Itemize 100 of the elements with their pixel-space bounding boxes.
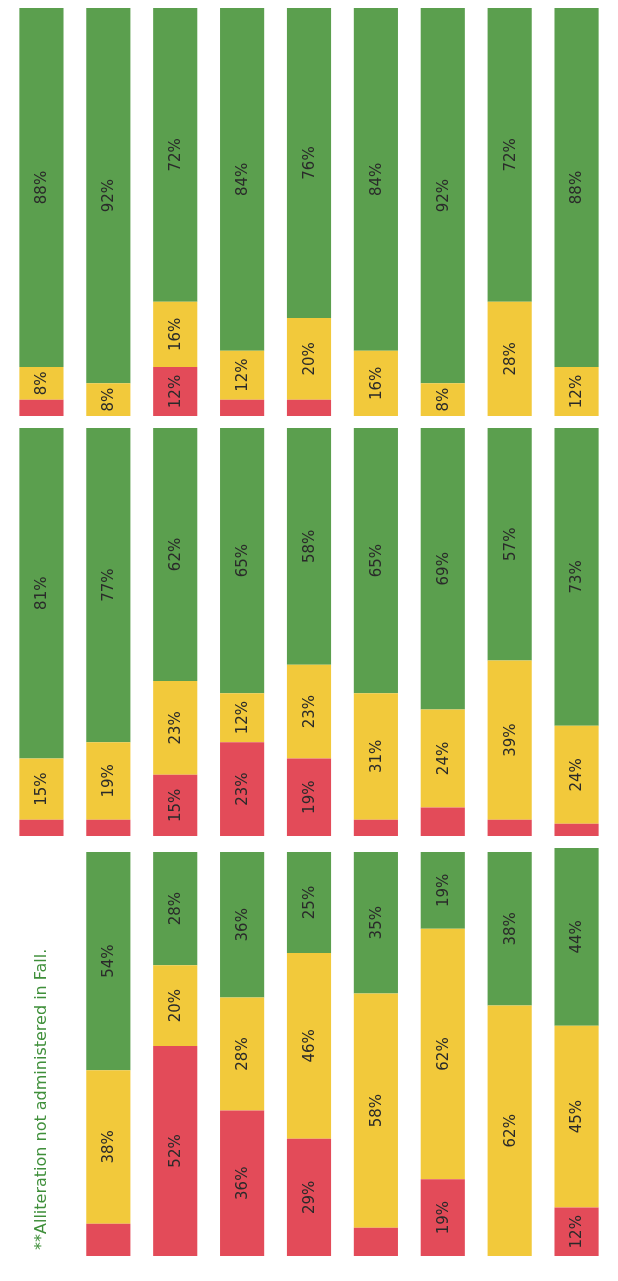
data-label: 12% bbox=[166, 374, 185, 409]
data-label: 73% bbox=[567, 560, 586, 594]
data-label: 23% bbox=[299, 694, 318, 729]
bar bbox=[86, 1070, 131, 1224]
bar bbox=[86, 8, 131, 384]
bar bbox=[86, 742, 131, 820]
bar bbox=[220, 997, 265, 1111]
bar bbox=[86, 1223, 131, 1256]
data-label: 76% bbox=[299, 146, 318, 180]
bar bbox=[487, 852, 532, 1006]
data-label: 39% bbox=[500, 723, 519, 757]
data-label: 23% bbox=[233, 772, 251, 806]
data-label: 62% bbox=[500, 1114, 519, 1148]
data-label: 8% bbox=[32, 371, 51, 396]
bar bbox=[220, 852, 265, 998]
bar bbox=[86, 819, 131, 836]
bar bbox=[220, 8, 265, 351]
data-label: 19% bbox=[433, 1200, 452, 1235]
bar bbox=[19, 758, 64, 820]
bar bbox=[554, 428, 599, 726]
data-label: 20% bbox=[299, 342, 318, 376]
data-label: 28% bbox=[500, 342, 519, 376]
bar bbox=[86, 852, 131, 1071]
data-label: 45% bbox=[567, 1099, 586, 1134]
bar bbox=[554, 1207, 599, 1256]
bar bbox=[487, 428, 532, 661]
bar bbox=[420, 709, 465, 808]
data-label: 62% bbox=[166, 537, 185, 572]
bar bbox=[153, 367, 198, 416]
data-label: 24% bbox=[433, 741, 452, 776]
bar bbox=[19, 367, 64, 400]
data-label: 84% bbox=[366, 162, 385, 197]
bar bbox=[353, 993, 398, 1228]
data-label: 38% bbox=[99, 1130, 118, 1164]
data-label: 65% bbox=[366, 543, 385, 578]
bar bbox=[420, 807, 465, 836]
bar bbox=[286, 428, 332, 665]
bar bbox=[286, 852, 332, 954]
data-label: 84% bbox=[233, 162, 251, 197]
bar bbox=[420, 1179, 465, 1256]
bar bbox=[153, 8, 198, 302]
bar bbox=[286, 1138, 332, 1256]
bar bbox=[420, 428, 465, 710]
bar bbox=[19, 819, 64, 836]
data-label: 77% bbox=[99, 568, 118, 602]
bar bbox=[220, 428, 265, 694]
bar bbox=[554, 8, 599, 368]
data-label: 12% bbox=[233, 358, 251, 392]
bar bbox=[420, 852, 465, 929]
annotation: **Alliteration not administered in Fall. bbox=[30, 948, 50, 1250]
data-label: 19% bbox=[433, 873, 452, 908]
bar bbox=[220, 399, 265, 416]
bar bbox=[554, 823, 599, 836]
data-label: 54% bbox=[99, 944, 118, 978]
bar bbox=[420, 928, 465, 1180]
bar bbox=[353, 1227, 398, 1256]
bar bbox=[19, 428, 64, 759]
data-label: 31% bbox=[366, 739, 385, 774]
bar bbox=[220, 693, 265, 743]
data-label: 24% bbox=[567, 758, 586, 792]
data-label: 12% bbox=[567, 374, 586, 409]
data-label: 15% bbox=[32, 772, 51, 806]
data-label: 62% bbox=[433, 1037, 452, 1071]
bar bbox=[153, 680, 198, 775]
data-label: 92% bbox=[99, 179, 118, 213]
data-label: 12% bbox=[233, 701, 251, 735]
data-label: 36% bbox=[233, 908, 251, 942]
data-label: 20% bbox=[166, 988, 185, 1023]
data-label: 92% bbox=[433, 179, 452, 213]
bar bbox=[286, 318, 332, 400]
data-label: 72% bbox=[166, 138, 185, 172]
bar bbox=[19, 399, 64, 416]
data-label: 81% bbox=[32, 576, 51, 610]
data-label: 88% bbox=[32, 170, 51, 205]
data-label: 16% bbox=[166, 317, 185, 352]
bar bbox=[153, 301, 198, 368]
bar bbox=[153, 428, 198, 681]
bar bbox=[86, 428, 131, 743]
data-label: 28% bbox=[233, 1037, 251, 1071]
bar bbox=[487, 660, 532, 820]
data-label: 58% bbox=[366, 1093, 385, 1128]
bar bbox=[220, 1110, 265, 1256]
bar bbox=[353, 8, 398, 351]
data-label: 57% bbox=[500, 527, 519, 561]
bar bbox=[353, 819, 398, 836]
bar bbox=[353, 852, 398, 994]
data-label: 23% bbox=[166, 711, 185, 745]
bar bbox=[420, 8, 465, 384]
data-label: 38% bbox=[500, 912, 519, 946]
data-label: 29% bbox=[299, 1180, 318, 1215]
data-label: 36% bbox=[233, 1166, 251, 1200]
data-label: 19% bbox=[299, 780, 318, 814]
data-label: 65% bbox=[233, 543, 251, 578]
bar bbox=[153, 1045, 198, 1256]
bar bbox=[153, 774, 198, 836]
bar bbox=[487, 301, 532, 416]
bar bbox=[286, 664, 332, 759]
bar bbox=[286, 953, 332, 1139]
data-label: 16% bbox=[366, 366, 385, 401]
bar bbox=[153, 852, 198, 966]
